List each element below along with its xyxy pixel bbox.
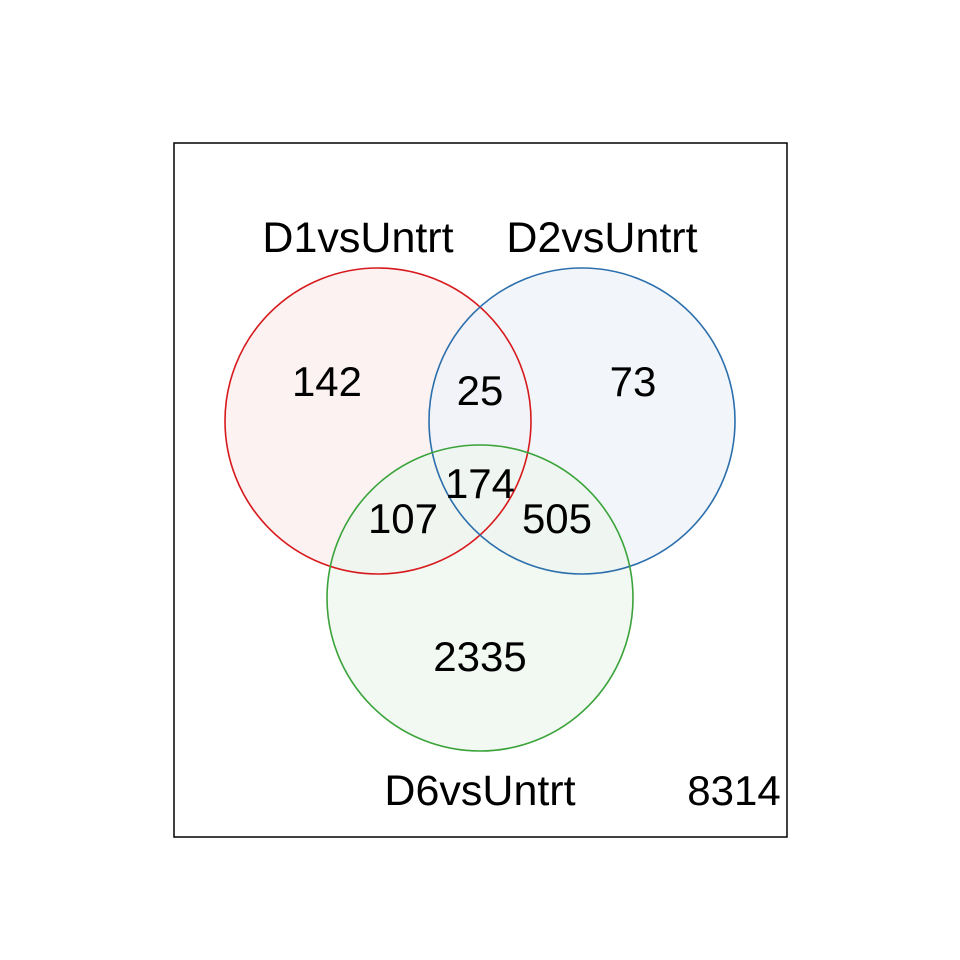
set-label-d2: D2vsUntrt [506, 214, 697, 262]
set-d6-circle-fill [327, 445, 633, 751]
region-count-d1-d6: 107 [368, 495, 438, 542]
region-count-d2-d6: 505 [522, 495, 592, 542]
circle-fills [225, 268, 735, 751]
set-label-d6: D6vsUntrt [384, 767, 575, 815]
set-d1-circle [224, 267, 532, 575]
outside-count: 8314 [687, 767, 780, 814]
region-count-d1-d2: 25 [457, 367, 504, 414]
region-count-d1-only: 142 [292, 358, 362, 405]
region-count-d2-only: 73 [610, 358, 657, 405]
region-count-d6-only: 2335 [433, 633, 526, 680]
region-count-d1-d2-d6: 174 [445, 460, 515, 507]
circle-outlines [224, 267, 736, 752]
set-d2-circle [428, 267, 736, 575]
universe-frame [173, 142, 788, 838]
set-label-d1: D1vsUntrt [262, 214, 453, 262]
set-d6-circle [326, 444, 634, 752]
